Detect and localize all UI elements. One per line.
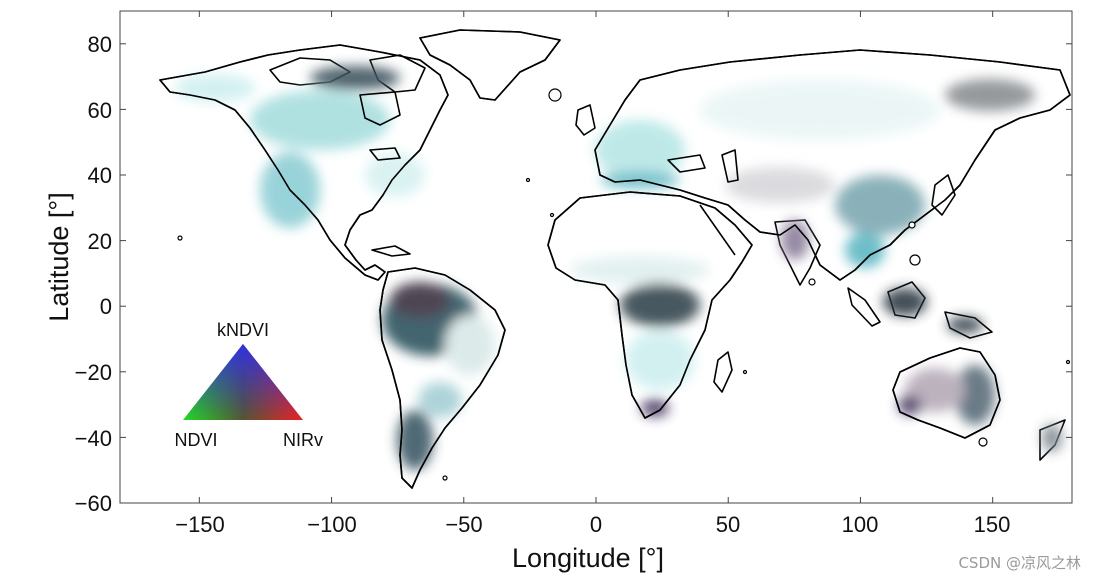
x-tick-label: 100: [842, 512, 879, 537]
caspian-coast: [721, 149, 739, 183]
x-tick-label: −150: [175, 512, 225, 537]
black-sea-coast: [667, 154, 706, 173]
tick-marks: [120, 11, 1072, 504]
y-tick-label: 0: [100, 294, 112, 319]
hudson-bay-coast: [359, 91, 401, 126]
south-america-coast: [379, 267, 506, 489]
new-guinea-patch: [947, 317, 983, 333]
taiwan-island: [908, 221, 916, 229]
x-tick-labels: −150 −100 −50 0 50 100 150: [175, 512, 1010, 537]
uk-land: [575, 104, 596, 136]
siberia-patch: [700, 80, 940, 140]
x-tick-label: 150: [974, 512, 1011, 537]
y-tick-label: 20: [88, 229, 112, 254]
x-axis-label: Longitude [°]: [512, 543, 664, 573]
hawaii-island: [177, 235, 183, 241]
alaska-patch: [175, 74, 255, 102]
y-axis-label: Latitude [°]: [44, 192, 74, 321]
philippines-island: [909, 254, 921, 266]
tasmania-island: [978, 437, 988, 447]
y-tick-label: 80: [88, 32, 112, 57]
x-tick-label: 50: [716, 512, 740, 537]
small-islands: [177, 88, 1071, 481]
azores-island: [525, 177, 531, 183]
new-zealand-patch: [1042, 424, 1062, 452]
australia-east-patch: [955, 365, 995, 425]
australia-coast: [892, 347, 1001, 439]
legend-label-ndvi: NDVI: [174, 430, 217, 450]
china-patch: [835, 175, 925, 235]
madagascar-land: [713, 351, 733, 393]
cuba-land: [371, 245, 411, 257]
legend-triangle-blue: [183, 344, 303, 420]
central-asia-patch: [725, 167, 835, 203]
iceland-island: [548, 88, 562, 102]
legend-label-kndvi: kNDVI: [217, 320, 269, 340]
se-asia-patch: [845, 232, 885, 268]
eastern-us-patch: [365, 153, 425, 197]
canada-boreal-patch: [250, 90, 390, 150]
eurasia-coast: [594, 49, 1071, 281]
y-tick-label: −40: [75, 426, 112, 451]
fiji-island: [1065, 359, 1071, 365]
x-tick-label: −50: [445, 512, 482, 537]
southern-africa-patch: [625, 330, 695, 390]
coastlines: [159, 29, 1071, 489]
ternary-legend: kNDVI NDVI NIRv: [174, 320, 323, 450]
y-tick-labels: 80 60 40 20 0 −20 −40 −60: [75, 32, 112, 516]
europe-patch: [595, 120, 685, 180]
australia-sw-patch: [898, 395, 922, 415]
canary-island: [549, 212, 555, 218]
falkland-island: [442, 475, 448, 481]
amazon-core: [390, 282, 450, 318]
sumatra-land: [847, 287, 881, 327]
indonesia-patch: [883, 288, 927, 316]
africa-coast: [547, 191, 753, 419]
y-tick-label: −60: [75, 491, 112, 516]
y-tick-label: −20: [75, 360, 112, 385]
sri-lanka-island: [808, 278, 816, 286]
x-tick-label: 0: [590, 512, 602, 537]
pampas-patch: [418, 382, 462, 418]
map-layer: [159, 29, 1071, 489]
cape-patch: [641, 399, 669, 417]
arctic-canada-dark: [310, 66, 400, 90]
brazil-east-patch: [445, 315, 495, 375]
greenland-coast: [419, 29, 561, 101]
congo-patch: [620, 283, 700, 327]
mauritius-island: [742, 369, 748, 375]
north-america-coast: [159, 44, 449, 281]
legend-label-nirv: NIRv: [283, 430, 323, 450]
x-tick-label: −100: [307, 512, 357, 537]
great-lakes-coast: [369, 147, 401, 161]
y-tick-label: 60: [88, 98, 112, 123]
y-tick-label: 40: [88, 163, 112, 188]
red-sea-coast: [699, 204, 736, 256]
east-siberia-dark: [945, 79, 1035, 111]
sahel-patch: [570, 256, 710, 284]
patagonia-patch: [397, 410, 433, 470]
watermark: CSDN @凉风之林: [958, 554, 1081, 572]
